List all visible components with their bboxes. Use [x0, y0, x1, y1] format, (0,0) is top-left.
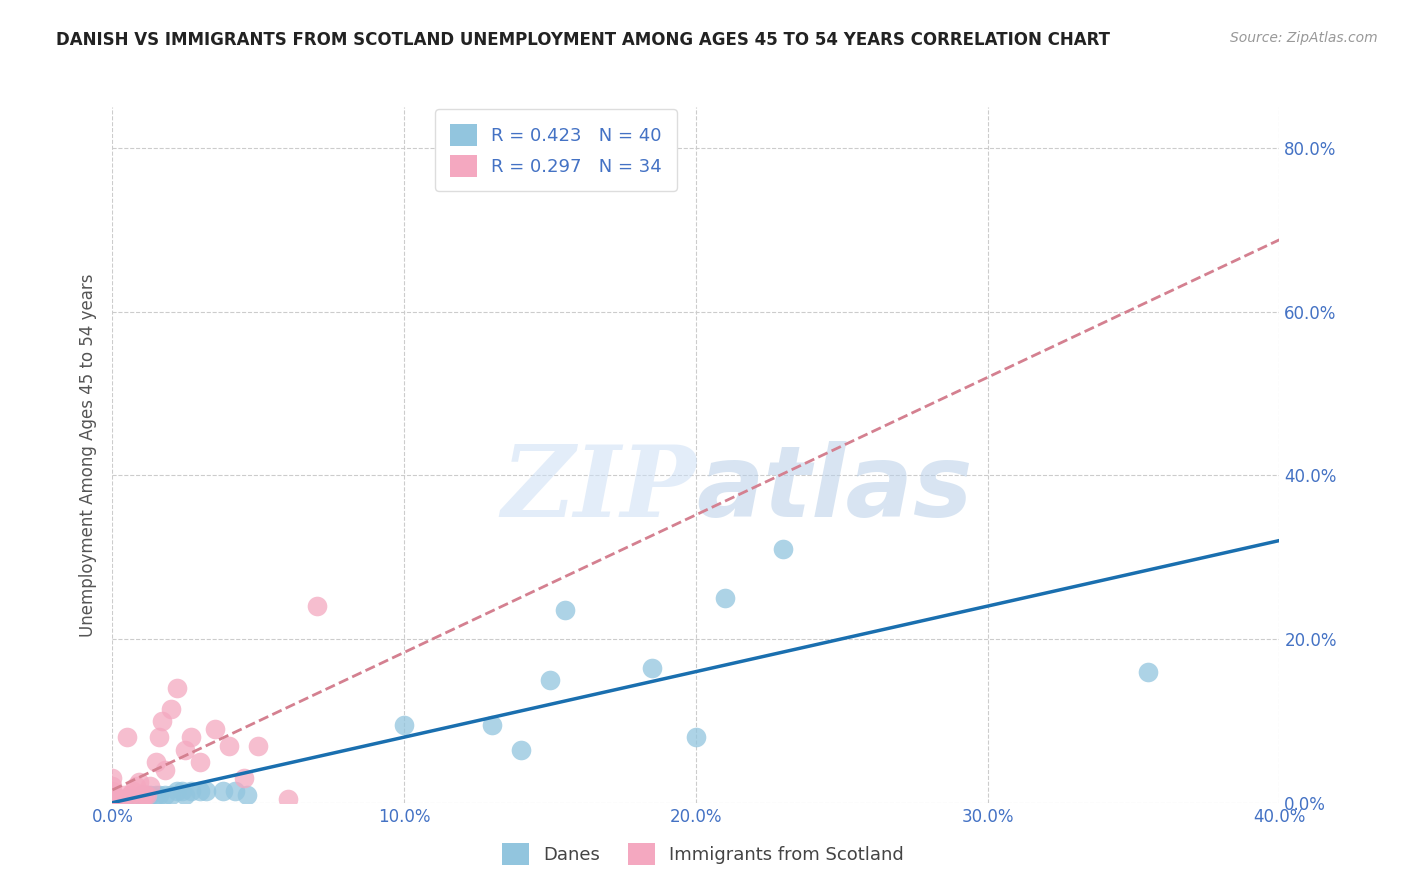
- Point: [107, 791, 129, 805]
- Point: [166, 783, 188, 797]
- Point: [112, 791, 135, 805]
- Point: [174, 788, 197, 802]
- Point: [134, 791, 156, 805]
- Point: [392, 718, 416, 732]
- Point: [172, 783, 194, 797]
- Point: [136, 788, 159, 802]
- Point: [118, 788, 141, 802]
- Point: [131, 791, 153, 805]
- Point: [554, 603, 576, 617]
- Point: [125, 780, 148, 794]
- Point: [145, 788, 167, 802]
- Point: [247, 739, 270, 753]
- Point: [180, 783, 202, 797]
- Point: [180, 731, 202, 745]
- Point: [101, 780, 124, 794]
- Point: [160, 701, 183, 715]
- Point: [224, 783, 246, 797]
- Legend: R = 0.423   N = 40, R = 0.297   N = 34: R = 0.423 N = 40, R = 0.297 N = 34: [436, 109, 676, 191]
- Point: [101, 788, 124, 802]
- Text: atlas: atlas: [696, 442, 973, 538]
- Point: [131, 788, 153, 802]
- Text: Source: ZipAtlas.com: Source: ZipAtlas.com: [1230, 31, 1378, 45]
- Point: [481, 718, 503, 732]
- Y-axis label: Unemployment Among Ages 45 to 54 years: Unemployment Among Ages 45 to 54 years: [79, 273, 97, 637]
- Point: [101, 771, 124, 785]
- Point: [115, 791, 138, 805]
- Point: [235, 788, 257, 802]
- Point: [115, 731, 138, 745]
- Point: [153, 788, 176, 802]
- Point: [166, 681, 188, 696]
- Text: ZIP: ZIP: [501, 442, 696, 538]
- Point: [128, 791, 150, 805]
- Point: [107, 796, 129, 810]
- Point: [101, 796, 124, 810]
- Point: [148, 731, 170, 745]
- Point: [188, 755, 211, 769]
- Point: [139, 788, 162, 802]
- Point: [174, 742, 197, 756]
- Point: [112, 788, 135, 802]
- Point: [115, 791, 138, 805]
- Point: [1137, 665, 1160, 679]
- Point: [685, 731, 707, 745]
- Point: [122, 791, 145, 805]
- Point: [148, 788, 170, 802]
- Point: [641, 661, 664, 675]
- Point: [118, 791, 141, 805]
- Point: [714, 591, 737, 606]
- Point: [232, 771, 254, 785]
- Point: [160, 788, 183, 802]
- Point: [134, 788, 156, 802]
- Point: [122, 783, 145, 797]
- Point: [101, 791, 124, 805]
- Point: [153, 763, 176, 777]
- Legend: Danes, Immigrants from Scotland: Danes, Immigrants from Scotland: [494, 834, 912, 874]
- Point: [194, 783, 217, 797]
- Point: [131, 788, 153, 802]
- Point: [772, 542, 794, 557]
- Point: [218, 739, 240, 753]
- Point: [101, 791, 124, 805]
- Point: [125, 791, 148, 805]
- Point: [139, 780, 162, 794]
- Point: [204, 722, 226, 736]
- Point: [101, 788, 124, 802]
- Point: [150, 714, 173, 728]
- Point: [305, 599, 328, 614]
- Point: [115, 796, 138, 810]
- Text: DANISH VS IMMIGRANTS FROM SCOTLAND UNEMPLOYMENT AMONG AGES 45 TO 54 YEARS CORREL: DANISH VS IMMIGRANTS FROM SCOTLAND UNEMP…: [56, 31, 1111, 49]
- Point: [188, 783, 211, 797]
- Point: [110, 791, 132, 805]
- Point: [212, 783, 235, 797]
- Point: [136, 788, 159, 802]
- Point: [538, 673, 561, 687]
- Point: [101, 783, 124, 797]
- Point: [131, 791, 153, 805]
- Point: [276, 791, 298, 805]
- Point: [128, 775, 150, 789]
- Point: [110, 791, 132, 805]
- Point: [145, 755, 167, 769]
- Point: [509, 742, 531, 756]
